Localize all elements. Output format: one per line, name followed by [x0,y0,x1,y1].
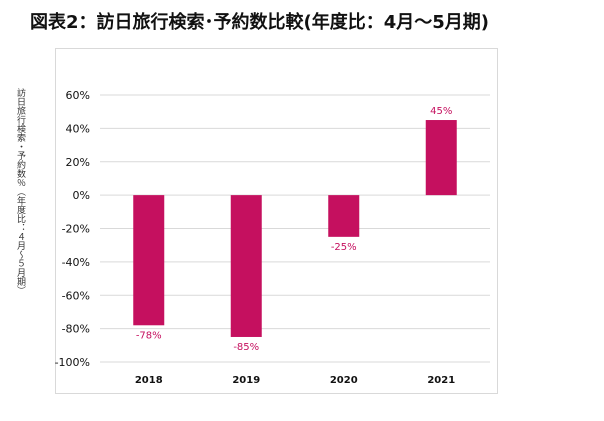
y-tick-label: 60% [66,89,90,102]
bar [425,120,457,196]
y-tick-label: -40% [62,256,90,269]
y-tick-label: -80% [62,323,90,336]
x-tick-label: 2021 [427,375,455,386]
x-tick-label: 2019 [232,375,260,386]
data-label: -78% [136,330,162,341]
bar [230,195,262,337]
chart-frame [55,48,498,394]
x-tick-label: 2018 [135,375,163,386]
y-axis-label: 訪日旅行検索・予約数％（年度比：４月～５月期） [15,88,25,295]
y-tick-label: 0% [73,189,90,202]
bar [133,195,165,326]
bar [328,195,360,237]
y-tick-label: 20% [66,156,90,169]
y-tick-label: -20% [62,223,90,236]
y-tick-label: 40% [66,122,90,135]
data-label: -85% [233,342,259,353]
data-label: 45% [430,106,452,117]
y-tick-label: -100% [55,356,90,369]
data-label: -25% [331,242,357,253]
y-tick-label: -60% [62,289,90,302]
x-tick-label: 2020 [330,375,358,386]
page-title: 図表2：訪日旅行検索･予約数比較(年度比：4月～5月期) [30,12,490,33]
